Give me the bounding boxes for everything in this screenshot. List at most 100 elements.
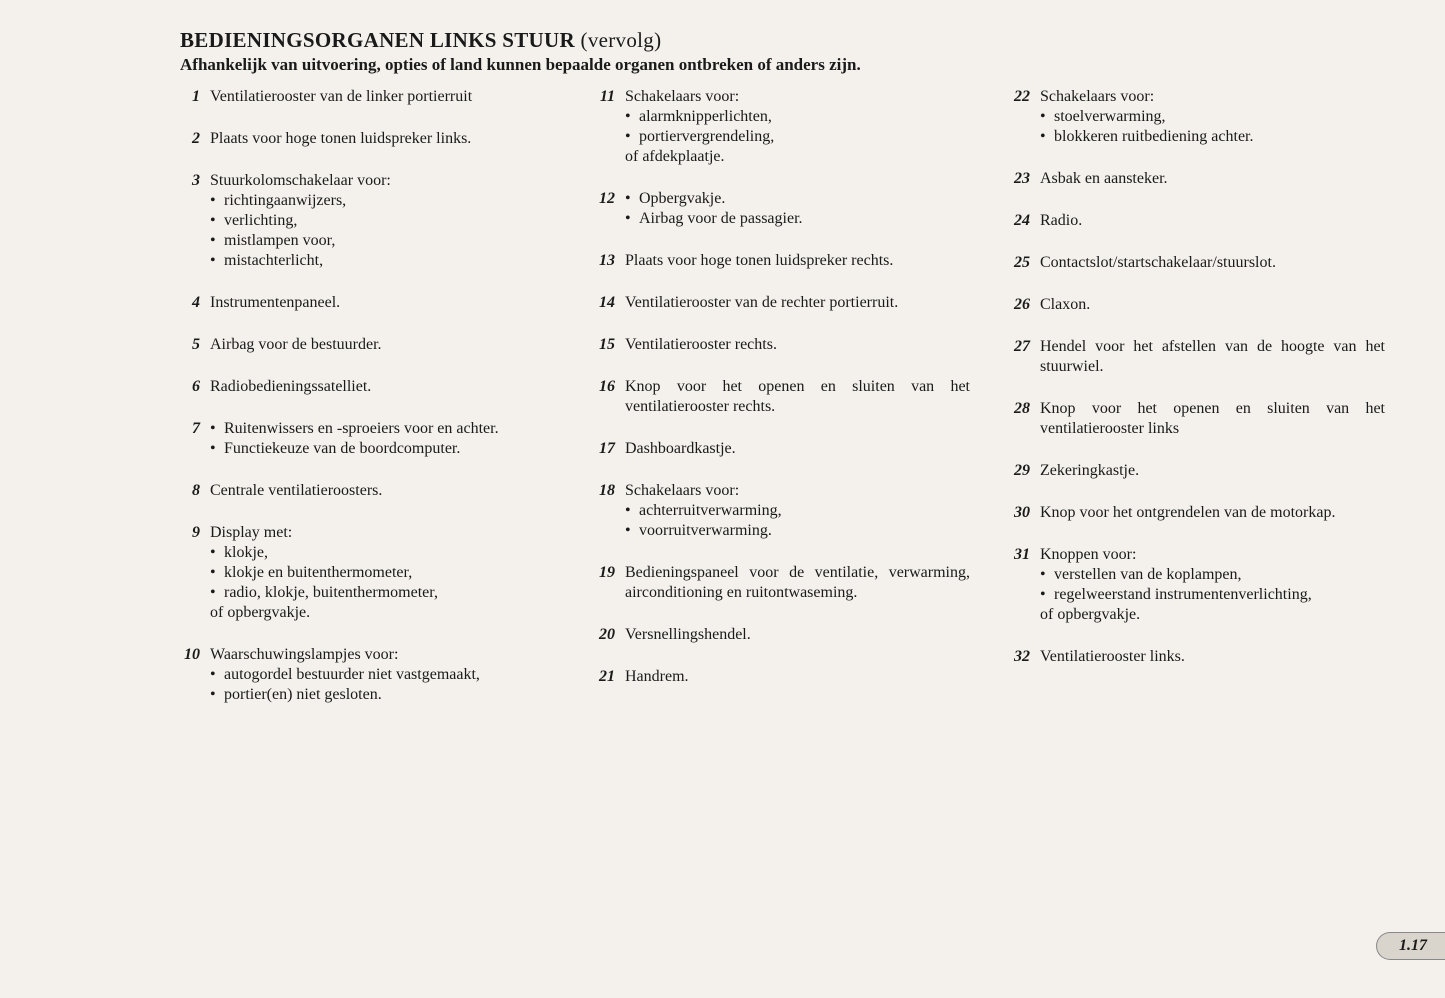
page-number-tab: 1.17 — [1376, 932, 1445, 960]
list-item: 13Plaats voor hoge tonen luidspreker rec… — [595, 251, 970, 271]
item-number: 14 — [595, 293, 625, 313]
item-text: Bedieningspaneel voor de ventilatie, ver… — [625, 563, 970, 603]
item-body: Schakelaars voor:alarmknipperlichten,por… — [625, 87, 970, 167]
list-item: 23Asbak en aansteker. — [1010, 169, 1385, 189]
item-number: 6 — [180, 377, 210, 397]
item-text: Plaats voor hoge tonen luidspreker recht… — [625, 251, 970, 271]
list-item: 29Zekeringkastje. — [1010, 461, 1385, 481]
list-item: 7Ruitenwissers en -sproeiers voor en ach… — [180, 419, 555, 459]
item-text: Knop voor het openen en sluiten van het … — [625, 377, 970, 417]
list-item: 30Knop voor het ontgrendelen van de moto… — [1010, 503, 1385, 523]
item-text: Knoppen voor: — [1040, 545, 1385, 565]
content-columns: 1Ventilatierooster van de linker portier… — [180, 87, 1385, 727]
item-body: Dashboardkastje. — [625, 439, 970, 459]
item-number: 3 — [180, 171, 210, 271]
item-number: 16 — [595, 377, 625, 417]
item-text: Display met: — [210, 523, 555, 543]
item-number: 15 — [595, 335, 625, 355]
item-number: 11 — [595, 87, 625, 167]
item-bullets: richtingaanwijzers,verlichting,mistlampe… — [210, 191, 555, 271]
item-body: Radiobedieningssatelliet. — [210, 377, 555, 397]
bullet-item: klokje, — [224, 543, 555, 563]
list-item: 15Ventilatierooster rechts. — [595, 335, 970, 355]
list-item: 9Display met:klokje,klokje en buitenther… — [180, 523, 555, 623]
bullet-item: portiervergrendeling, — [639, 127, 970, 147]
item-body: Display met:klokje,klokje en buitentherm… — [210, 523, 555, 623]
item-number: 28 — [1010, 399, 1040, 439]
list-item: 22Schakelaars voor:stoelverwarming,blokk… — [1010, 87, 1385, 147]
bullet-item: Opbergvakje. — [639, 189, 970, 209]
item-bullets: stoelverwarming,blokkeren ruitbediening … — [1040, 107, 1385, 147]
column-1: 1Ventilatierooster van de linker portier… — [180, 87, 555, 727]
list-item: 1Ventilatierooster van de linker portier… — [180, 87, 555, 107]
item-body: Airbag voor de bestuurder. — [210, 335, 555, 355]
item-number: 29 — [1010, 461, 1040, 481]
item-body: Stuurkolomschakelaar voor:richtingaanwij… — [210, 171, 555, 271]
item-body: Instrumentenpaneel. — [210, 293, 555, 313]
item-suffix: of opbergvakje. — [1040, 605, 1385, 625]
list-item: 16Knop voor het openen en sluiten van he… — [595, 377, 970, 417]
item-body: Versnellingshendel. — [625, 625, 970, 645]
title-suffix: (vervolg) — [581, 28, 662, 52]
item-number: 17 — [595, 439, 625, 459]
list-item: 31Knoppen voor:verstellen van de koplamp… — [1010, 545, 1385, 625]
item-bullets: autogordel bestuurder niet vastgemaakt,p… — [210, 665, 555, 705]
item-number: 4 — [180, 293, 210, 313]
item-body: Knop voor het ontgrendelen van de motork… — [1040, 503, 1385, 523]
bullet-item: voorruitverwarming. — [639, 521, 970, 541]
list-item: 27Hendel voor het afstellen van de hoogt… — [1010, 337, 1385, 377]
item-text: Instrumentenpaneel. — [210, 293, 555, 313]
item-body: Knop voor het openen en sluiten van het … — [1040, 399, 1385, 439]
item-body: Ruitenwissers en -sproeiers voor en acht… — [210, 419, 555, 459]
bullet-item: portier(en) niet gesloten. — [224, 685, 555, 705]
item-suffix: of afdekplaatje. — [625, 147, 970, 167]
list-item: 19Bedieningspaneel voor de ventilatie, v… — [595, 563, 970, 603]
bullet-item: blokkeren ruitbediening achter. — [1054, 127, 1385, 147]
item-number: 27 — [1010, 337, 1040, 377]
bullet-item: verstellen van de koplampen, — [1054, 565, 1385, 585]
item-text: Waarschuwingslampjes voor: — [210, 645, 555, 665]
title-main: BEDIENINGSORGANEN LINKS STUUR — [180, 28, 575, 52]
list-item: 14Ventilatierooster van de rechter porti… — [595, 293, 970, 313]
page-title: BEDIENINGSORGANEN LINKS STUUR (vervolg) — [180, 28, 1385, 53]
list-item: 28Knop voor het openen en sluiten van he… — [1010, 399, 1385, 439]
item-text: Hendel voor het afstellen van de hoogte … — [1040, 337, 1385, 377]
item-text: Schakelaars voor: — [625, 87, 970, 107]
item-number: 31 — [1010, 545, 1040, 625]
column-3: 22Schakelaars voor:stoelverwarming,blokk… — [1010, 87, 1385, 727]
item-number: 21 — [595, 667, 625, 687]
list-item: 8Centrale ventilatieroosters. — [180, 481, 555, 501]
bullet-item: alarmknipperlichten, — [639, 107, 970, 127]
list-item: 25Contactslot/startschakelaar/stuurslot. — [1010, 253, 1385, 273]
item-bullets: alarmknipperlichten,portiervergrendeling… — [625, 107, 970, 147]
item-text: Stuurkolomschakelaar voor: — [210, 171, 555, 191]
item-body: Bedieningspaneel voor de ventilatie, ver… — [625, 563, 970, 603]
bullet-item: Ruitenwissers en -sproeiers voor en acht… — [224, 419, 555, 439]
item-number: 18 — [595, 481, 625, 541]
item-number: 26 — [1010, 295, 1040, 315]
item-text: Asbak en aansteker. — [1040, 169, 1385, 189]
bullet-item: Airbag voor de passagier. — [639, 209, 970, 229]
item-body: Plaats voor hoge tonen luidspreker recht… — [625, 251, 970, 271]
item-suffix: of opbergvakje. — [210, 603, 555, 623]
item-text: Centrale ventilatieroosters. — [210, 481, 555, 501]
item-number: 13 — [595, 251, 625, 271]
item-body: Plaats voor hoge tonen luidspreker links… — [210, 129, 555, 149]
item-text: Ventilatierooster rechts. — [625, 335, 970, 355]
item-number: 1 — [180, 87, 210, 107]
list-item: 24Radio. — [1010, 211, 1385, 231]
item-text: Schakelaars voor: — [625, 481, 970, 501]
item-body: Ventilatierooster van de rechter portier… — [625, 293, 970, 313]
bullet-item: richtingaanwijzers, — [224, 191, 555, 211]
item-number: 2 — [180, 129, 210, 149]
list-item: 6Radiobedieningssatelliet. — [180, 377, 555, 397]
item-body: Ventilatierooster rechts. — [625, 335, 970, 355]
item-text: Radiobedieningssatelliet. — [210, 377, 555, 397]
item-text: Zekeringkastje. — [1040, 461, 1385, 481]
item-body: Knoppen voor:verstellen van de koplampen… — [1040, 545, 1385, 625]
list-item: 10Waarschuwingslampjes voor:autogordel b… — [180, 645, 555, 705]
item-number: 8 — [180, 481, 210, 501]
item-body: Opbergvakje.Airbag voor de passagier. — [625, 189, 970, 229]
item-body: Knop voor het openen en sluiten van het … — [625, 377, 970, 417]
item-number: 9 — [180, 523, 210, 623]
